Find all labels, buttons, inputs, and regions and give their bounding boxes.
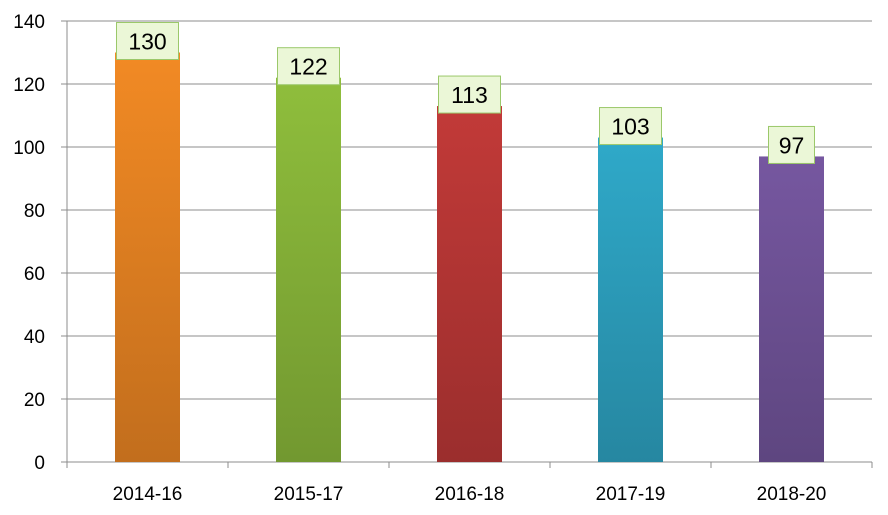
x-axis-tick-labels: 2014-16 2015-17 2016-18 2017-19 2018-20 [113,484,827,505]
y-tick-label: 120 [13,75,45,96]
y-tick-label: 40 [24,327,45,348]
data-label-text: 130 [128,29,166,55]
y-tick-label: 60 [24,264,45,285]
y-tick-label: 100 [13,138,45,159]
x-tick-label: 2016-18 [435,484,505,505]
data-label: 130 [116,22,179,60]
y-tick-label: 0 [34,453,45,474]
data-label-text: 97 [779,132,805,158]
data-label: 122 [277,47,340,86]
x-tick-label: 2015-17 [274,484,344,505]
data-label: 103 [599,107,662,146]
y-tick-label: 80 [24,201,45,222]
y-tick-label: 20 [24,390,45,411]
data-label-box [599,107,662,146]
x-tick-label: 2014-16 [113,484,183,505]
bar-2015-17 [276,77,341,462]
x-tick-label: 2017-19 [596,484,666,505]
data-label-text: 122 [289,54,327,80]
data-label: 97 [768,125,815,164]
data-label-text: 103 [611,114,649,140]
bar-2014-16 [115,52,180,462]
data-label-box [277,47,340,86]
data-label-box [116,22,179,60]
data-label: 113 [438,75,501,114]
bar-2018-20 [759,156,824,462]
bars [115,52,824,463]
y-axis-tick-labels: 0 20 40 60 80 100 120 140 [13,12,45,474]
data-label-text: 113 [451,82,488,108]
bar-2017-19 [598,137,663,463]
x-tick-label: 2018-20 [757,484,827,505]
data-label-box [768,125,815,164]
data-labels: 130 122 113 103 97 [116,22,815,164]
y-tick-label: 140 [13,12,45,33]
data-label-box [438,75,501,114]
bar-2016-18 [437,106,502,463]
